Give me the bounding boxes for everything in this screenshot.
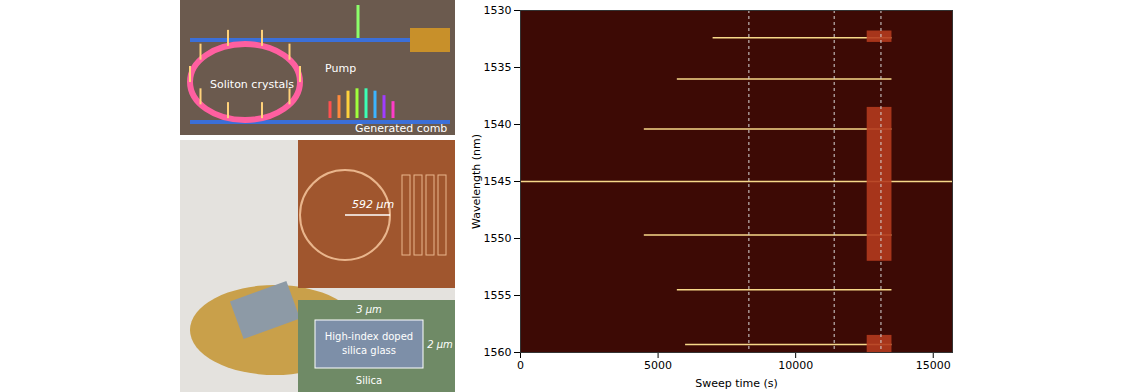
svg-text:10000: 10000 bbox=[778, 359, 813, 372]
svg-text:1540: 1540 bbox=[484, 118, 512, 131]
svg-text:1530: 1530 bbox=[484, 4, 512, 17]
svg-text:Generated comb: Generated comb bbox=[355, 122, 447, 135]
svg-text:1560: 1560 bbox=[484, 346, 512, 359]
svg-text:592 μm: 592 μm bbox=[352, 198, 394, 211]
svg-text:Pump: Pump bbox=[325, 62, 356, 75]
svg-text:Wavelength (nm): Wavelength (nm) bbox=[470, 134, 483, 229]
svg-text:High-index doped: High-index doped bbox=[325, 331, 413, 342]
svg-text:0: 0 bbox=[517, 359, 524, 372]
svg-text:2 μm: 2 μm bbox=[427, 339, 453, 350]
svg-text:15000: 15000 bbox=[916, 359, 951, 372]
svg-text:Soliton crystals: Soliton crystals bbox=[210, 78, 294, 91]
svg-text:Silica: Silica bbox=[356, 375, 382, 386]
svg-text:Sweep time (s): Sweep time (s) bbox=[695, 377, 778, 390]
svg-text:1555: 1555 bbox=[484, 289, 512, 302]
svg-text:1550: 1550 bbox=[484, 232, 512, 245]
svg-text:3 μm: 3 μm bbox=[356, 304, 382, 315]
svg-text:5000: 5000 bbox=[644, 359, 672, 372]
svg-text:1545: 1545 bbox=[484, 175, 512, 188]
svg-text:silica glass: silica glass bbox=[342, 345, 396, 356]
svg-text:1535: 1535 bbox=[484, 61, 512, 74]
